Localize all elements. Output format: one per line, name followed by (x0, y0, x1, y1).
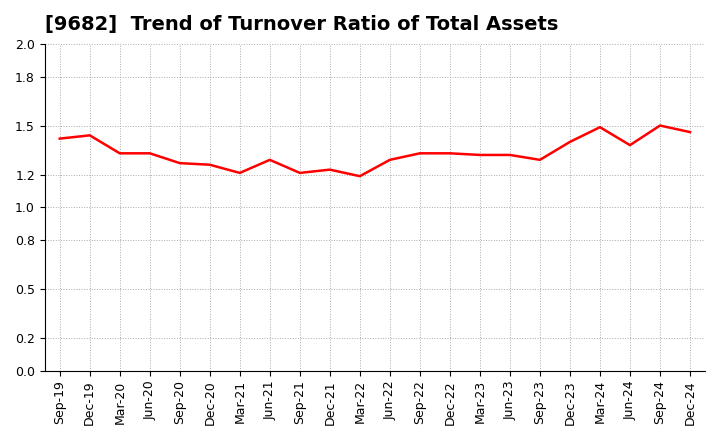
Text: [9682]  Trend of Turnover Ratio of Total Assets: [9682] Trend of Turnover Ratio of Total … (45, 15, 558, 34)
